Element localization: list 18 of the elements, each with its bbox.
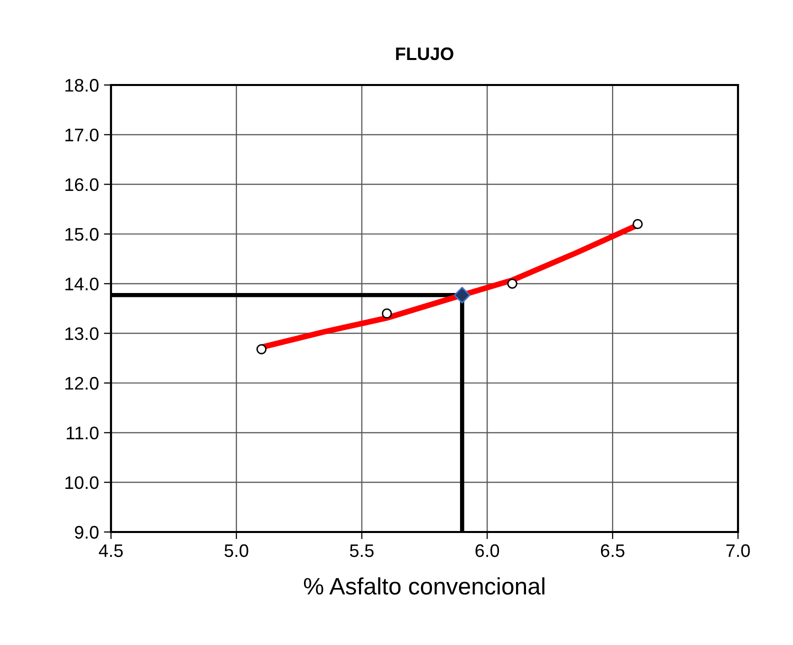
y-tick-label: 17.0 xyxy=(65,128,98,142)
y-tick-label: 11.0 xyxy=(66,426,98,440)
y-tick-label: 13.0 xyxy=(65,327,98,340)
chart-title: FLUJO xyxy=(396,47,454,60)
x-tick-label: 7.0 xyxy=(726,544,750,558)
y-tick-label: 18.0 xyxy=(65,78,98,92)
y-tick-label: 16.0 xyxy=(65,178,98,192)
x-tick-label: 6.0 xyxy=(476,544,500,558)
y-tick-label: 15.0 xyxy=(65,228,98,241)
x-tick-label: 5.0 xyxy=(224,544,248,558)
x-tick-label: 4.5 xyxy=(98,544,123,558)
x-tick-label: 5.5 xyxy=(350,544,374,558)
y-tick-label: 12.0 xyxy=(65,376,98,390)
x-axis-title: % Asfalto convencional xyxy=(304,577,544,595)
y-tick-label: 10.0 xyxy=(65,476,98,490)
y-tick-label: 9.0 xyxy=(74,526,98,539)
y-tick-label: 14.0 xyxy=(65,278,98,290)
x-tick-label: 6.5 xyxy=(600,544,624,558)
